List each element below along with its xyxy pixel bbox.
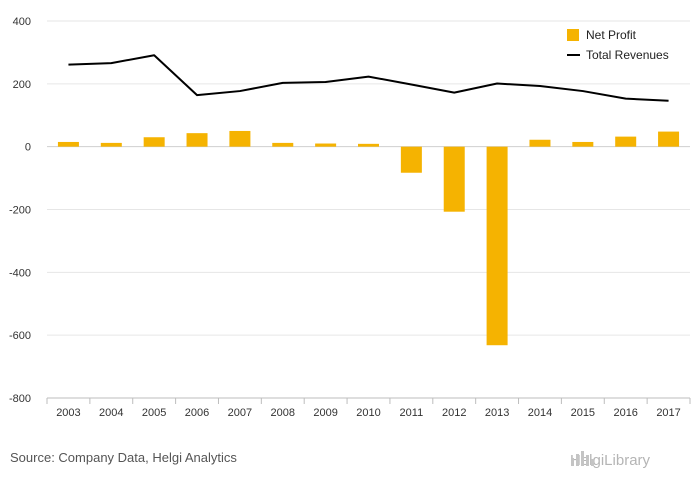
y-tick-label: 0 [25,142,31,154]
total-revenues-line-group [68,54,669,102]
legend-label-total-revenues: Total Revenues [586,48,669,62]
net-profit-bar [400,146,422,173]
net-profit-bar [229,130,251,147]
x-tick-label: 2007 [228,407,252,419]
x-tick-label: 2009 [313,407,337,419]
net-profit-bar [658,131,680,147]
y-tick-label: -400 [9,267,31,279]
legend-label-net-profit: Net Profit [586,28,637,42]
total-revenues-line [68,54,669,102]
x-tick-label: 2008 [271,407,295,419]
net-profit-bar [572,141,594,147]
x-tick-label: 2016 [613,407,637,419]
net-profit-bar [529,139,551,147]
x-axis [46,397,691,404]
net-profit-bar [186,133,208,147]
net-profit-bar [486,146,508,346]
net-profit-bar [143,137,165,147]
x-tick-label: 2011 [400,407,424,419]
legend: Net Profit Total Revenues [567,28,669,62]
x-tick-label: 2010 [356,407,380,419]
y-tick-label: 200 [13,79,31,91]
x-tick-label: 2014 [528,407,552,419]
logo-text: HelgiLibrary [570,451,651,469]
x-tick-label: 2004 [99,407,123,419]
net-profit-bar [315,143,337,147]
source-note: Source: Company Data, Helgi Analytics [10,450,237,465]
net-profit-bar [100,142,122,147]
x-tick-label: 2015 [571,407,595,419]
net-profit-bar [57,141,79,147]
y-tick-label: 400 [13,16,31,28]
net-profit-bar [272,142,294,147]
chart-svg: 400 200 0 -200 -400 -600 -800 2003 2004 2005 2006… [9,16,691,419]
net-profit-bars [57,130,680,346]
helgi-library-logo: HelgiLibrary [570,449,650,471]
net-profit-bar [615,136,637,147]
x-tick-label: 2006 [185,407,209,419]
y-tick-labels: 400 200 0 -200 -400 -600 -800 [9,16,31,405]
x-tick-label: 2003 [56,407,80,419]
net-profit-bar [358,143,379,147]
y-tick-label: -600 [9,330,31,342]
x-tick-label: 2005 [142,407,166,419]
x-tick-label: 2017 [656,407,680,419]
legend-swatch-net-profit [567,29,579,41]
y-tick-label: -800 [9,393,31,405]
x-tick-label: 2012 [442,407,466,419]
net-profit-bar [443,146,465,212]
x-tick-labels: 2003 2004 2005 2006 2007 2008 2009 2010 2011 2012… [56,407,681,419]
y-tick-label: -200 [9,205,31,217]
library-logo-icon [571,451,594,466]
x-tick-label: 2013 [485,407,509,419]
